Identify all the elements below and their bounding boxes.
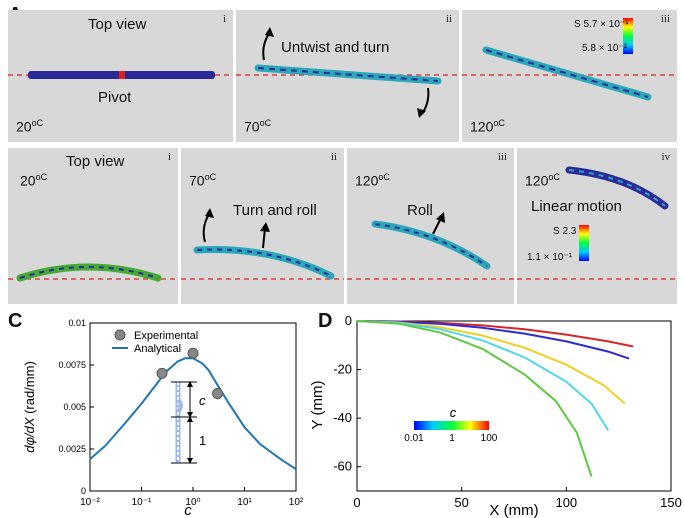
x-tick-label: 10²	[289, 497, 304, 508]
inset-label-c: c	[199, 393, 206, 408]
panel-b-iv: iv 120oC Linear motion S 2.3 1.1 × 10⁻¹	[517, 148, 677, 304]
roman-numeral: i	[222, 13, 226, 25]
panel-b-iii: iii 120oC Roll	[347, 148, 514, 304]
y-tick-label: 0	[81, 486, 86, 496]
temperature-label: 20oC	[16, 118, 44, 135]
x-tick-label: 100	[555, 495, 577, 510]
panel-label-d: D	[318, 310, 333, 332]
pivot-marker	[119, 71, 125, 79]
panel-a-ii: ii Untwist and turn 70oC	[236, 10, 459, 142]
experimental-point	[156, 367, 168, 379]
y-tick-label: 0.0075	[58, 360, 86, 370]
colorbar-max-label: S 5.7 × 10⁻¹	[574, 19, 629, 30]
temperature-label: 70oC	[244, 118, 272, 135]
view-title: Turn and roll	[233, 202, 317, 219]
rod-drawing	[462, 18, 677, 101]
x-tick-label: 10⁻¹	[132, 497, 152, 508]
view-title: Top view	[88, 16, 147, 33]
view-title: Linear motion	[531, 198, 622, 215]
y-tick-label: 0	[345, 313, 352, 328]
inset-schematic	[171, 381, 197, 464]
roman-numeral: ii	[330, 151, 337, 163]
trajectory-line	[356, 320, 610, 431]
pivot-label: Pivot	[98, 89, 132, 106]
temperature-label: 70oC	[189, 172, 217, 189]
rod	[482, 46, 652, 101]
y-tick-label: -20	[333, 362, 352, 377]
x-tick-label: 50	[454, 495, 468, 510]
rod	[193, 246, 335, 280]
rod-drawing	[181, 208, 344, 280]
roman-numeral: iii	[660, 13, 670, 25]
panel-label-c: C	[8, 310, 23, 332]
view-title: Top view	[66, 153, 125, 170]
y-tick-label: 0.01	[68, 318, 86, 328]
view-title: Roll	[407, 202, 433, 219]
rod	[565, 166, 669, 210]
panel-b-i: i Top view 20oC	[8, 148, 178, 304]
motion-arrow	[432, 217, 442, 235]
colorbar-min-label: 5.8 × 10⁻²	[582, 43, 628, 54]
legend-label-experimental: Experimental	[134, 330, 198, 342]
y-tick-label: 0.005	[63, 402, 86, 412]
y-axis-label: Y (mm)	[310, 381, 326, 430]
x-axis-label: c	[184, 502, 192, 518]
rod	[371, 220, 491, 270]
trajectory-line	[356, 320, 630, 360]
rod-drawing	[236, 27, 459, 118]
y-tick-label: -40	[333, 410, 352, 425]
chart-c: 10⁻² 10⁻¹ 10⁰ 10¹ 10²00.00250.0050.00750.01 …	[22, 318, 304, 518]
x-tick-label: 10¹	[237, 497, 252, 508]
trajectory-line	[356, 320, 593, 477]
y-axis-label: dφ/dX (rad/mm)	[22, 361, 37, 453]
rotation-arrow	[262, 31, 271, 61]
x-tick-label: 0	[353, 495, 360, 510]
svg-text:dφ/dX (rad/mm): dφ/dX (rad/mm)	[22, 361, 37, 453]
x-tick-label: 10⁻²	[80, 497, 100, 508]
rod-drawing	[8, 263, 178, 282]
temperature-label: 20oC	[20, 172, 48, 189]
x-tick-label: 10⁰	[185, 497, 200, 508]
trajectory-line	[356, 320, 626, 405]
analytical-line	[89, 357, 297, 471]
trajectory-line	[356, 320, 634, 348]
colorbar-tick: 0.01	[404, 433, 424, 444]
colorbar-max-label: S 2.3	[553, 226, 577, 237]
rod-drawing	[8, 71, 233, 79]
colorbar-tick: 100	[481, 433, 498, 444]
colorbar-label: c	[450, 405, 457, 420]
stress-colorbar	[623, 18, 633, 54]
rod-drawing	[347, 212, 514, 280]
rotation-arrow	[202, 213, 210, 243]
panel-a-iii: iii S 5.7 × 10⁻¹ 5.8 × 10⁻² 120oC	[462, 10, 677, 142]
colorbar	[414, 421, 489, 430]
y-axis-fraction: dφ/dX	[22, 416, 37, 453]
legend-label-analytical: Analytical	[134, 343, 181, 355]
stress-colorbar	[579, 225, 589, 261]
experimental-point	[187, 347, 199, 359]
temperature-label: 120oC	[355, 172, 390, 189]
roman-numeral: ii	[445, 13, 452, 25]
view-title: Untwist and turn	[281, 39, 390, 56]
temperature-label: 120oC	[470, 118, 505, 135]
y-tick-label: 0.0025	[58, 444, 86, 454]
roman-numeral: i	[167, 151, 171, 163]
legend-marker-experimental	[114, 329, 126, 341]
roman-numeral: iv	[661, 151, 670, 163]
plot-frame	[356, 320, 672, 492]
x-tick-label: 150	[660, 495, 682, 510]
y-tick-label: -60	[333, 459, 352, 474]
colorbar-tick: 1	[449, 433, 455, 444]
panel-b-ii: ii 70oC Turn and roll	[181, 148, 344, 304]
roman-numeral: iii	[497, 151, 507, 163]
colorbar-min-label: 1.1 × 10⁻¹	[527, 252, 573, 263]
rod-drawing	[517, 166, 677, 280]
x-axis-label: X (mm)	[489, 502, 538, 518]
experimental-point	[212, 388, 224, 400]
panel-a-i: i Top view Pivot 20oC	[8, 10, 233, 142]
inset-label-1: 1	[199, 433, 206, 448]
temperature-label: 120oC	[525, 172, 560, 189]
